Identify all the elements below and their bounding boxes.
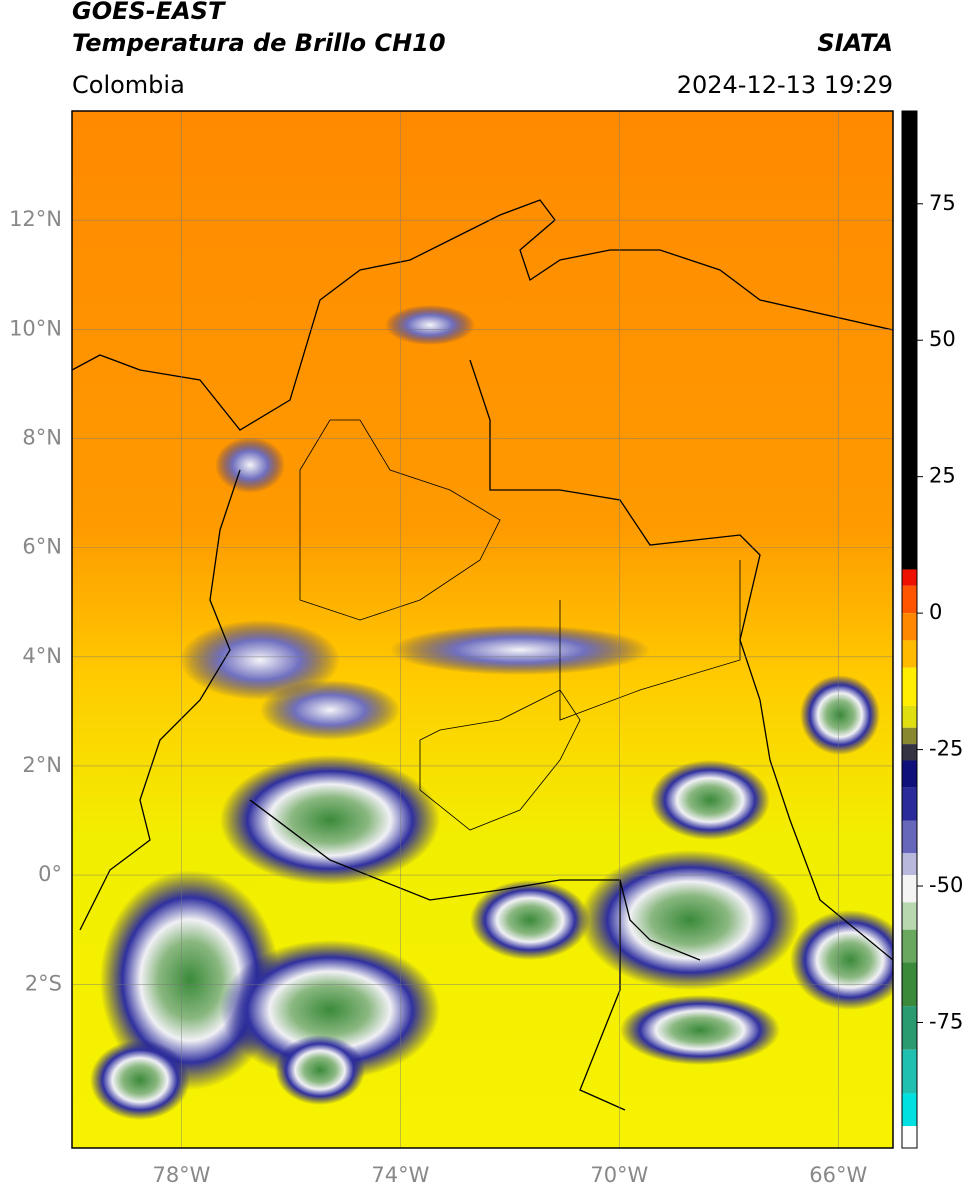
y-tick-label: 12°N — [9, 207, 62, 231]
x-tick-label: 74°W — [371, 1163, 429, 1187]
colorbar-segment — [902, 875, 917, 903]
colorbar-tick-label: -75 — [929, 1009, 963, 1033]
x-tick-label: 70°W — [590, 1163, 648, 1187]
colorbar-segment — [902, 902, 917, 930]
colorbar-segment — [902, 1006, 917, 1050]
title: GOES-EAST — [72, 0, 226, 25]
colorbar-segment — [902, 667, 917, 706]
colorbar-segment — [902, 853, 917, 876]
colorbar-frame — [901, 110, 918, 1149]
colorbar-segment — [902, 760, 917, 788]
colorbar-tick-label: 25 — [929, 464, 956, 488]
y-tick-label: 6°N — [22, 535, 62, 559]
colorbar-segment — [902, 962, 917, 1007]
x-tick-label: 66°W — [809, 1163, 867, 1187]
colorbar-segment — [902, 705, 917, 728]
colorbar-segment — [902, 613, 917, 641]
y-tick-label: 8°N — [22, 425, 62, 449]
colorbar-segment — [902, 820, 917, 854]
x-tick-label: 78°W — [152, 1163, 210, 1187]
source: SIATA — [817, 29, 893, 57]
colorbar-segment — [902, 1049, 917, 1094]
colorbar-segment — [902, 929, 917, 963]
region: Colombia — [72, 71, 185, 99]
colorbar-segment — [902, 111, 917, 570]
colorbar-segment — [902, 744, 917, 761]
y-tick-label: 10°N — [9, 316, 62, 340]
colorbar-tick-label: -50 — [929, 873, 963, 897]
colorbar-tick-label: 75 — [929, 191, 956, 215]
colorbar-tick-label: 0 — [929, 600, 942, 624]
colorbar-tick-label: -25 — [929, 737, 963, 761]
y-tick-label: 0° — [38, 862, 62, 886]
colorbar-segment — [902, 585, 917, 614]
colorbar-segment — [902, 1093, 917, 1127]
colorbar-segment — [902, 640, 917, 668]
map-frame — [71, 110, 894, 1149]
map-image — [72, 111, 893, 1148]
subtitle: Temperatura de Brillo CH10 — [72, 29, 446, 57]
colorbar-segment — [902, 727, 917, 745]
colorbar-segment — [902, 1126, 917, 1148]
colorbar-segment — [902, 787, 917, 821]
y-tick-label: 2°S — [25, 971, 62, 995]
colorbar-tick-label: 50 — [929, 327, 956, 351]
y-tick-label: 2°N — [22, 753, 62, 777]
colorbar-segment — [902, 569, 917, 586]
colorbar — [902, 111, 923, 1148]
grid — [72, 111, 893, 1148]
datetime: 2024-12-13 19:29 — [677, 71, 893, 99]
y-tick-label: 4°N — [22, 644, 62, 668]
